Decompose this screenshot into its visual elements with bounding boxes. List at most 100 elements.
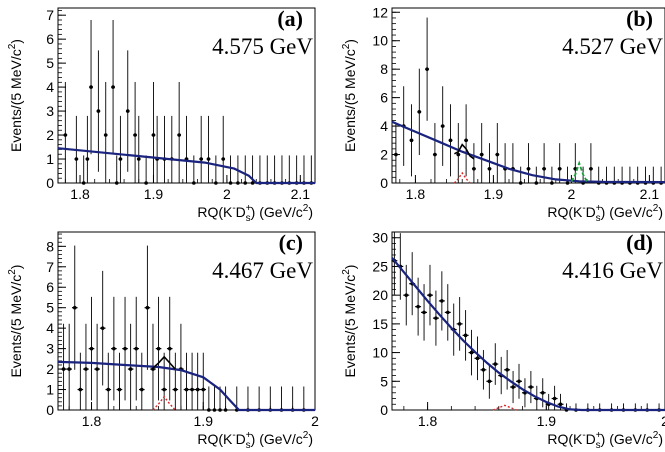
data-point — [463, 333, 468, 338]
y-tick-label: 1 — [46, 151, 54, 167]
data-point — [464, 138, 468, 143]
data-point — [550, 181, 554, 185]
data-point — [448, 138, 453, 143]
data-point — [404, 293, 409, 297]
x-axis-label: RQ(K-D+ s) (GeV/c2) — [547, 203, 663, 224]
data-point — [195, 387, 200, 392]
x-axis-label: RQ(K-D+ s) (GeV/c2) — [197, 430, 313, 451]
data-point — [67, 367, 71, 371]
data-point — [589, 166, 593, 171]
y-tick-label: 12 — [372, 4, 388, 20]
data-point — [425, 67, 429, 71]
data-point — [123, 346, 127, 351]
data-point — [212, 408, 217, 412]
data-point — [112, 346, 116, 351]
panel-b: 0 2 4 6 8 10 12 1.8 1.9 2 2.1RQ(K-D+ s) (GeV/c2) Eve… — [341, 4, 665, 224]
data-point — [214, 181, 218, 185]
data-point — [511, 385, 515, 389]
data-point — [542, 166, 546, 171]
data-point — [243, 181, 248, 185]
data-point — [207, 408, 211, 412]
data-point — [96, 109, 101, 113]
panel-d: 0 5 10 15 20 25 30 1.8 1.9 2RQ(K-D+s) (GeV/c2) Eve… — [341, 230, 665, 451]
y-tick-label: 5 — [46, 300, 54, 316]
y-tick-label: 2 — [46, 361, 54, 377]
plot-frame — [391, 231, 665, 411]
signal-fit-curve — [152, 355, 176, 370]
data-point — [495, 152, 500, 157]
x-tick-label: 1.9 — [537, 413, 557, 429]
data-point — [557, 166, 562, 171]
data-point — [85, 157, 90, 161]
y-tick-label: 4 — [46, 79, 54, 95]
data-point — [95, 367, 99, 371]
data-point — [518, 181, 523, 185]
y-tick-label: 25 — [372, 258, 388, 274]
data-point — [134, 346, 139, 351]
data-point — [118, 157, 123, 161]
x-tick-label: 1.9 — [144, 186, 164, 202]
peak-curve-green — [570, 160, 588, 183]
data-point — [505, 368, 509, 372]
data-point — [128, 367, 133, 371]
data-point — [144, 181, 148, 185]
x-tick-label: 1.8 — [70, 186, 90, 202]
y-tick-label: 0 — [380, 175, 388, 191]
x-tick-label: 2 — [311, 413, 319, 429]
panel-tag: (d) — [626, 230, 653, 255]
x-tick-label: 2 — [661, 413, 665, 429]
data-point — [534, 181, 539, 185]
data-point — [475, 356, 480, 361]
data-point — [540, 390, 545, 395]
x-tick-label: 1.9 — [484, 186, 504, 202]
data-point — [456, 152, 461, 157]
data-point — [111, 85, 115, 89]
y-tick-label: 4 — [380, 118, 388, 134]
panel-tag: (a) — [277, 6, 303, 31]
y-tick-label: 1 — [46, 382, 54, 398]
data-point — [84, 367, 88, 371]
y-tick-label: 3 — [46, 103, 54, 119]
background-fit-curve — [391, 120, 665, 184]
y-tick-label: 20 — [372, 287, 388, 303]
data-point — [89, 85, 93, 89]
data-point — [206, 157, 211, 161]
data-point — [167, 346, 172, 351]
x-tick-label: 1.8 — [406, 186, 426, 202]
signal-fit-curve — [454, 143, 475, 160]
data-point — [125, 109, 130, 113]
data-point — [481, 368, 486, 372]
data-point — [184, 387, 189, 392]
y-tick-label: 0 — [46, 175, 54, 191]
y-tick-label: 8 — [380, 61, 388, 77]
data-point — [223, 408, 228, 412]
y-tick-label: 5 — [46, 55, 54, 71]
energy-label: 4.575 GeV — [212, 34, 313, 59]
data-point — [100, 326, 105, 330]
data-point — [177, 133, 181, 137]
data-point — [173, 387, 178, 392]
y-tick-label: 0 — [46, 402, 54, 418]
data-point — [517, 379, 521, 384]
data-point — [117, 387, 122, 392]
data-point — [199, 157, 203, 161]
data-point — [145, 305, 150, 310]
data-point — [526, 166, 531, 171]
x-tick-label: 2.1 — [640, 186, 660, 202]
y-tick-label: 2 — [46, 127, 54, 143]
y-tick-label: 10 — [372, 345, 388, 361]
panel-tag: (c) — [279, 230, 303, 255]
data-point — [529, 385, 533, 389]
data-point — [221, 157, 226, 161]
energy-label: 4.467 GeV — [212, 258, 313, 283]
data-point — [218, 408, 222, 412]
data-point — [469, 350, 474, 355]
data-point — [394, 152, 398, 157]
data-point — [472, 166, 476, 171]
data-point — [440, 299, 444, 303]
y-axis-label: Events/(5 MeV/c2) — [7, 265, 24, 378]
data-point — [440, 124, 445, 128]
y-tick-label: 5 — [380, 373, 388, 389]
y-tick-label: 8 — [46, 238, 54, 254]
